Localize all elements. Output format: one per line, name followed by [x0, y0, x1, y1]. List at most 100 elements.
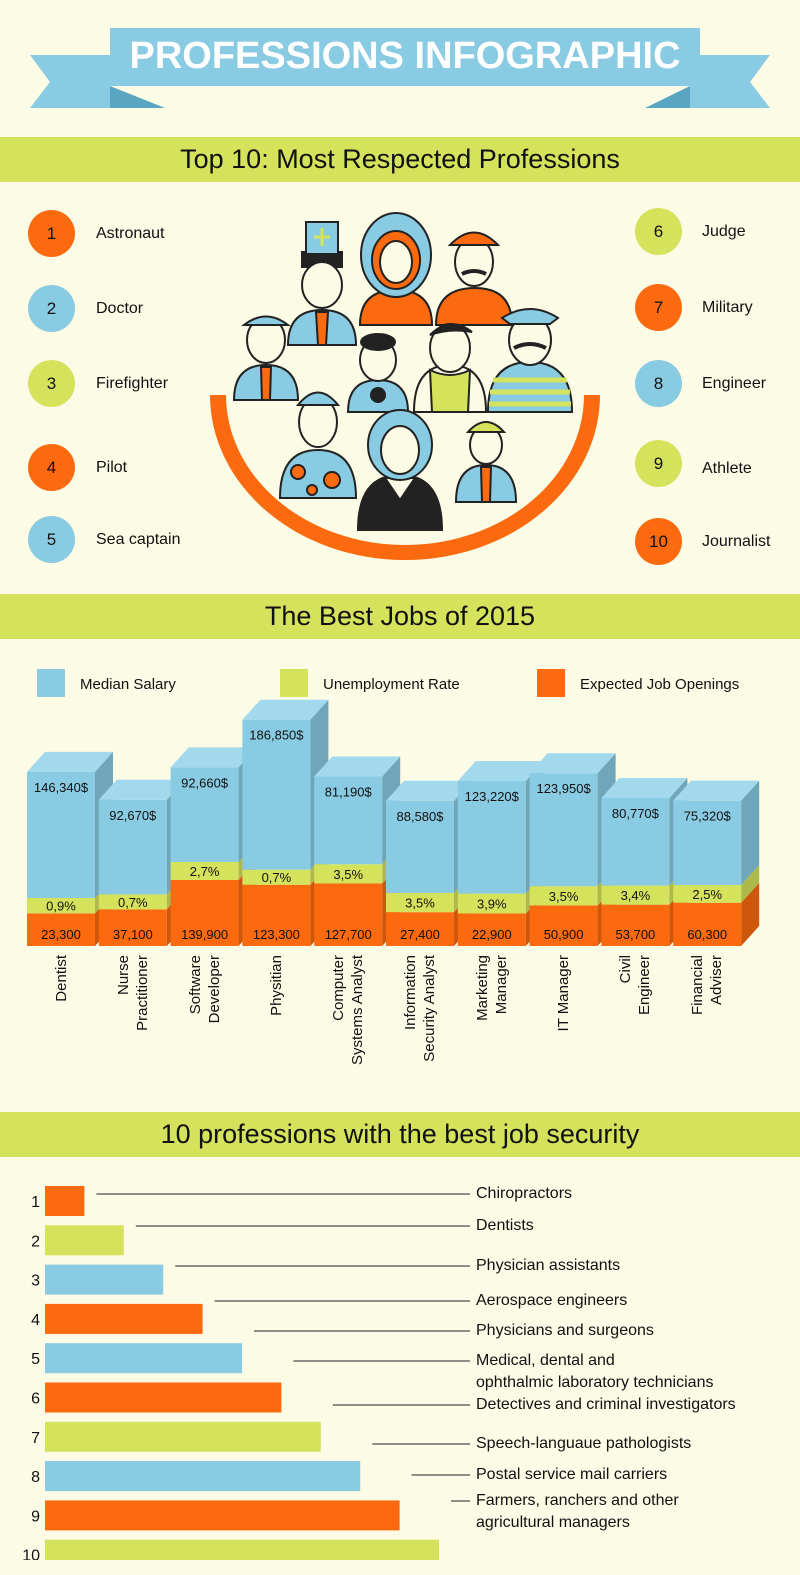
job-category-label: Information Security Analyst [401, 955, 439, 1095]
section-heading-best-jobs: The Best Jobs of 2015 [0, 594, 800, 639]
journalist-figure-icon [346, 333, 410, 413]
unemployment-bar-front [386, 892, 454, 913]
unemployment-value-label: 3,9% [477, 897, 507, 912]
security-bar [45, 1421, 321, 1452]
security-label-line: agricultural managers [476, 1514, 630, 1531]
openings-bar-front [457, 913, 526, 946]
rank-circle: 8 [635, 360, 682, 407]
job-category-line: Adviser [708, 955, 726, 1006]
salary-bar-front [601, 797, 670, 886]
pilot-figure-icon [232, 315, 300, 401]
job-category-label: Dentist [52, 955, 71, 1095]
legend-label: Median Salary [80, 676, 176, 693]
salary-bar-side [741, 780, 760, 886]
rank-circle: 3 [28, 360, 75, 407]
unemployment-value-label: 3,5% [549, 889, 579, 904]
security-label-line: Dentists [476, 1217, 534, 1234]
openings-value-label: 53,700 [616, 927, 656, 942]
job-category-line: Security Analyst [421, 955, 438, 1062]
salary-value-label: 88,580$ [397, 809, 445, 824]
salary-bar-top [314, 756, 401, 777]
unemployment-value-label: 0,7% [262, 870, 292, 885]
rank-circle: 7 [635, 284, 682, 331]
unemployment-bar-front [314, 864, 383, 884]
rank-circle: 10 [635, 518, 682, 565]
job-category-label: Financial Adviser [688, 955, 726, 1095]
section-heading-job-security: 10 professions with the best job securit… [0, 1112, 800, 1157]
openings-value-label: 139,900 [181, 927, 228, 942]
firefighter-figure-icon [434, 231, 514, 326]
job-category-label: Nurse Practitioner [114, 955, 152, 1095]
security-profession-label: Farmers, ranchers and other agricultural … [476, 1490, 679, 1534]
unemployment-value-label: 2,5% [692, 887, 722, 902]
security-label-line: Detectives and criminal investigators [476, 1396, 736, 1413]
security-label-line: Physicians and surgeons [476, 1322, 654, 1339]
title-banner [30, 28, 770, 108]
rank-circle: 1 [28, 210, 75, 257]
security-profession-label: Physicians and surgeons [476, 1320, 654, 1342]
salary-bar-top [98, 779, 185, 800]
openings-bar-side [741, 882, 760, 946]
security-bar [45, 1500, 400, 1531]
job-category-line: IT Manager [555, 955, 573, 1032]
job-category-line: Developer [205, 955, 223, 1024]
security-label-line: Postal service mail carriers [476, 1466, 668, 1483]
job-category-label: Marketing Manager [473, 955, 511, 1095]
job-category-line: Computer [330, 955, 348, 1021]
unemployment-bar-front [242, 869, 311, 885]
salary-value-label: 123,220$ [465, 789, 520, 804]
legend-swatch-unemployment [280, 669, 308, 697]
rank-label: Astronaut [96, 225, 165, 242]
best-jobs-chart: 146,340$ 0,9% 23,300 92,670$ 0,7% 37,100 92,66… [27, 699, 760, 946]
security-bar [45, 1382, 282, 1413]
security-profession-label: Detectives and criminal investigators [476, 1394, 736, 1416]
security-rank-label: 1 [31, 1194, 40, 1211]
sea-captain-figure-icon [486, 308, 574, 413]
security-profession-label: Aerospace engineers [476, 1290, 627, 1312]
security-bar [45, 1186, 85, 1216]
salary-bar-front [529, 773, 598, 887]
salary-value-label: 80,770$ [612, 806, 660, 821]
unemployment-bar-front [673, 885, 742, 903]
openings-value-label: 123,300 [253, 927, 300, 942]
rank-circle: 2 [28, 285, 75, 332]
openings-bar-front [673, 902, 742, 946]
salary-bar-front [386, 800, 454, 893]
security-rank-label: 5 [31, 1351, 40, 1368]
engineer-figure-icon [454, 421, 518, 503]
rank-label: Journalist [702, 533, 771, 550]
rank-label: Engineer [702, 375, 767, 392]
job-category-line: Engineer [636, 955, 654, 1016]
rank-circle: 9 [635, 440, 682, 487]
unemployment-value-label: 3,5% [405, 896, 435, 911]
openings-bar-front [170, 880, 239, 946]
rank-circle: 4 [28, 444, 75, 491]
salary-bar-top [457, 761, 544, 782]
openings-value-label: 127,700 [325, 927, 372, 942]
section-heading-respected: Top 10: Most Respected Professions [0, 137, 800, 182]
job-category-line: Dentist [52, 955, 70, 1002]
security-rank-label: 8 [31, 1469, 40, 1486]
security-label-line: Aerospace engineers [476, 1292, 628, 1309]
salary-bar-top [673, 780, 760, 801]
security-profession-label: Physician assistants [476, 1255, 620, 1277]
security-profession-label: Chiropractors [476, 1183, 572, 1205]
page-title: PROFESSIONS INFOGRAPHIC [129, 34, 681, 77]
openings-bar-front [27, 913, 95, 946]
job-category-label: Computer Systems Analyst [329, 955, 367, 1095]
security-bar [45, 1303, 203, 1334]
military-figure-icon [278, 391, 358, 499]
security-label-line: ophthalmic laboratory technicians [476, 1374, 714, 1391]
unemployment-bar-front [457, 893, 526, 914]
unemployment-value-label: 0,9% [46, 899, 76, 914]
legend-swatch-job-openings [537, 669, 565, 697]
openings-bar-front [529, 905, 598, 946]
openings-value-label: 50,900 [544, 927, 584, 942]
unemployment-value-label: 3,4% [621, 888, 651, 903]
openings-bar-front [601, 904, 670, 946]
security-bar [45, 1461, 361, 1492]
security-label-line: Medical, dental and [476, 1352, 615, 1369]
security-profession-label: Dentists [476, 1215, 534, 1237]
salary-value-label: 146,340$ [34, 780, 89, 795]
judge-figure-icon [356, 409, 444, 531]
